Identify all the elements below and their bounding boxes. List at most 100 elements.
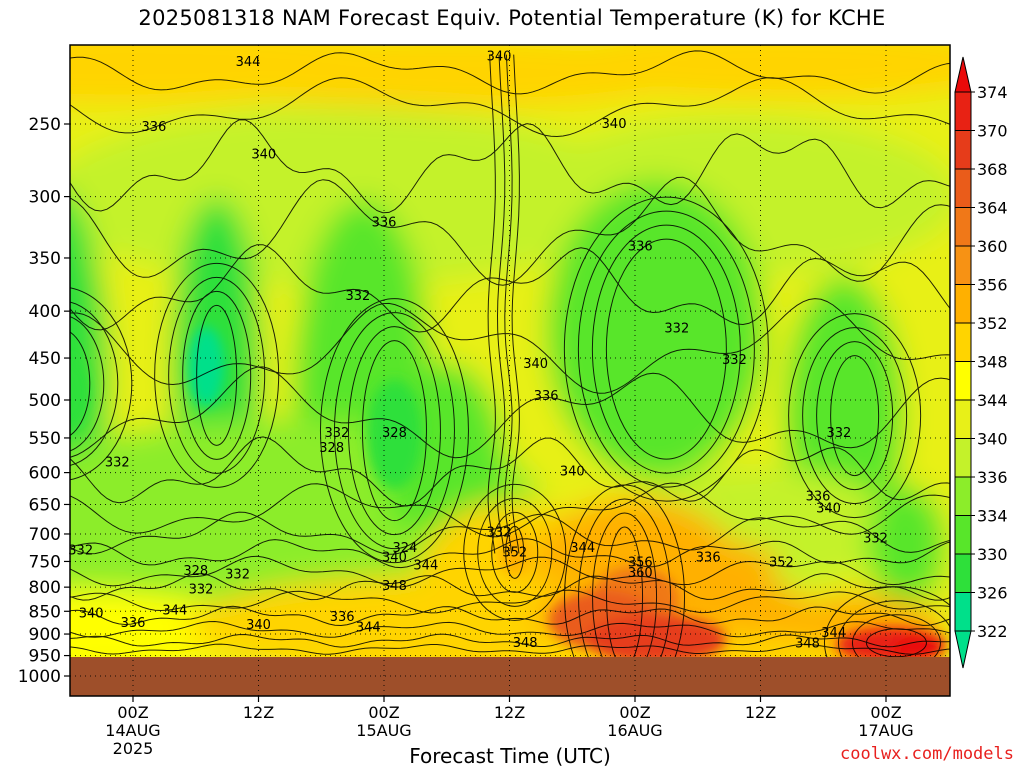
colorbar-min-arrow xyxy=(954,630,972,669)
colorbar-tick-label: 330 xyxy=(977,545,1008,564)
contour-label: 332 xyxy=(105,456,130,471)
contour-label: 336 xyxy=(628,239,653,254)
x-tick-label: 17AUG xyxy=(858,721,913,740)
colorbar-segment xyxy=(955,92,971,131)
contour-label: 332 xyxy=(325,426,350,441)
contour-label: 348 xyxy=(382,579,407,594)
colorbar-segment xyxy=(955,554,971,593)
colorbar-tick-label: 326 xyxy=(977,584,1008,603)
credit-text: coolwx.com/models xyxy=(840,744,1014,764)
x-tick-label: 2025 xyxy=(113,739,154,758)
contour-label: 356 xyxy=(628,556,653,571)
y-tick-label: 400 xyxy=(29,302,61,322)
colorbar-segment xyxy=(955,169,971,208)
contour-label: 340 xyxy=(487,49,512,64)
colorbar-tick-label: 370 xyxy=(977,122,1008,141)
contour-label: 348 xyxy=(795,637,820,652)
contour-label: 340 xyxy=(602,117,627,132)
theta-e-field xyxy=(70,45,950,696)
contour-label: 332 xyxy=(827,426,852,441)
colorbar-tick-label: 352 xyxy=(977,314,1008,333)
y-tick-label: 900 xyxy=(29,625,61,645)
x-tick-label: 14AUG xyxy=(105,721,160,740)
x-tick-label: 12Z xyxy=(494,703,525,722)
contour-label: 344 xyxy=(413,559,438,574)
y-tick-label: 650 xyxy=(29,495,61,515)
x-tick-label: 00Z xyxy=(368,703,399,722)
contour-label: 340 xyxy=(816,502,841,517)
contour-label: 352 xyxy=(769,556,794,571)
contour-label: 344 xyxy=(162,603,187,618)
colorbar-tick-label: 360 xyxy=(977,237,1008,256)
y-tick-label: 450 xyxy=(29,349,61,369)
y-tick-label: 1000 xyxy=(18,667,61,687)
y-tick-label: 800 xyxy=(29,578,61,598)
contour-label: 332 xyxy=(68,544,93,559)
colorbar-segment xyxy=(955,130,971,169)
colorbar-tick-label: 356 xyxy=(977,276,1008,295)
contour-label: 328 xyxy=(382,426,407,441)
y-tick-label: 350 xyxy=(29,249,61,269)
colorbar-max-arrow xyxy=(954,56,972,93)
contour-label: 348 xyxy=(513,636,538,651)
colorbar-tick-label: 364 xyxy=(977,199,1008,218)
colorbar-tick-label: 340 xyxy=(977,430,1008,449)
colorbar-segment xyxy=(955,515,971,554)
contour-label: 352 xyxy=(502,545,527,560)
contour-label: 332 xyxy=(225,568,250,583)
y-tick-label: 500 xyxy=(29,391,61,411)
contour-label: 332 xyxy=(345,289,370,304)
contour-label: 340 xyxy=(251,148,276,163)
contour-label: 332 xyxy=(189,583,214,598)
x-axis-label: Forecast Time (UTC) xyxy=(409,744,611,768)
colorbar-tick-label: 334 xyxy=(977,507,1008,526)
y-tick-label: 300 xyxy=(29,188,61,208)
colorbar-segment xyxy=(955,284,971,323)
contour-label: 344 xyxy=(356,620,381,635)
contour-label: 340 xyxy=(382,551,407,566)
colorbar: 374 370 368 364 360 356 352 348 344 340 336 334 330 3… xyxy=(954,56,1008,669)
contour-label: 336 xyxy=(142,120,167,135)
chart-title: 2025081318 NAM Forecast Equiv. Potential… xyxy=(138,6,886,30)
y-tick-label: 950 xyxy=(29,647,61,667)
contour-label: 336 xyxy=(696,551,721,566)
colorbar-segment xyxy=(955,323,971,362)
x-tick-label: 00Z xyxy=(619,703,650,722)
y-tick-label: 600 xyxy=(29,464,61,484)
contour-label: 340 xyxy=(246,618,271,633)
x-tick-label: 00Z xyxy=(870,703,901,722)
colorbar-segment xyxy=(955,400,971,439)
contour-label: 332 xyxy=(863,532,888,547)
contour-label: 344 xyxy=(236,55,261,70)
contour-label: 336 xyxy=(121,616,146,631)
colorbar-segment xyxy=(955,207,971,246)
y-tick-label: 850 xyxy=(29,602,61,622)
contour-label: 336 xyxy=(534,389,559,404)
x-tick-label: 00Z xyxy=(117,703,148,722)
colorbar-tick-label: 344 xyxy=(977,391,1008,410)
colorbar-segment xyxy=(955,477,971,516)
contour-label: 344 xyxy=(570,541,595,556)
y-tick-label: 550 xyxy=(29,429,61,449)
colorbar-tick-label: 368 xyxy=(977,160,1008,179)
contour-label: 324 xyxy=(393,541,418,556)
colorbar-tick-label: 322 xyxy=(977,622,1008,641)
contour-label: 332 xyxy=(487,525,512,540)
contour-label: 360 xyxy=(628,566,653,581)
y-tick-label: 750 xyxy=(29,552,61,572)
colorbar-tick-label: 336 xyxy=(977,468,1008,487)
x-tick-label: 12Z xyxy=(243,703,274,722)
contour-label: 328 xyxy=(319,441,344,456)
colorbar-tick-label: 348 xyxy=(977,353,1008,372)
contour-label: 344 xyxy=(821,626,846,641)
contour-label: 336 xyxy=(330,610,355,625)
contour-label: 340 xyxy=(523,357,548,372)
colorbar-segment xyxy=(955,246,971,285)
contour-label: 332 xyxy=(722,353,747,368)
colorbar-segment xyxy=(955,592,971,631)
y-tick-label: 250 xyxy=(29,115,61,135)
colorbar-segment xyxy=(955,438,971,477)
x-tick-label: 12Z xyxy=(745,703,776,722)
contour-label: 340 xyxy=(560,464,585,479)
